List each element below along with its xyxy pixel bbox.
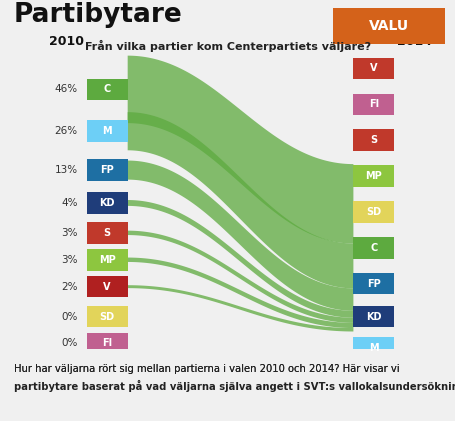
Bar — [353, 273, 394, 294]
Bar — [353, 58, 394, 79]
Text: 46%: 46% — [54, 84, 77, 94]
Text: SD: SD — [99, 312, 115, 322]
Text: FP: FP — [100, 165, 114, 175]
Bar — [86, 192, 127, 214]
Bar — [353, 306, 394, 327]
Text: V: V — [369, 64, 377, 73]
Text: C: C — [369, 243, 377, 253]
Bar — [353, 93, 394, 115]
Bar — [86, 306, 127, 327]
Bar — [86, 120, 127, 142]
Bar — [353, 237, 394, 258]
Polygon shape — [127, 56, 353, 243]
Text: 13%: 13% — [54, 165, 77, 175]
Polygon shape — [127, 231, 353, 323]
Bar — [353, 337, 394, 359]
Bar — [353, 201, 394, 223]
Text: Hur har väljarna rört sig mellan partierna i valen 2010 och 2014? Här visar vi: Hur har väljarna rört sig mellan partier… — [14, 364, 399, 374]
Text: 3%: 3% — [61, 255, 77, 265]
Bar — [86, 79, 127, 100]
Text: M: M — [368, 343, 378, 353]
Bar — [353, 165, 394, 187]
Polygon shape — [127, 200, 353, 318]
Text: MP: MP — [365, 171, 381, 181]
Polygon shape — [127, 112, 353, 288]
Text: 0%: 0% — [61, 338, 77, 349]
Polygon shape — [127, 285, 353, 331]
Text: MP: MP — [99, 255, 115, 265]
Text: SD: SD — [365, 207, 381, 217]
Bar — [353, 129, 394, 151]
Text: KD: KD — [99, 198, 115, 208]
Text: V: V — [103, 282, 111, 292]
Bar — [86, 159, 127, 181]
Text: VALU: VALU — [368, 19, 408, 33]
Text: 3%: 3% — [61, 228, 77, 238]
Text: Från vilka partier kom Centerpartiets väljare?: Från vilka partier kom Centerpartiets vä… — [85, 40, 370, 52]
Text: 2010: 2010 — [49, 35, 84, 48]
Text: KD: KD — [365, 312, 381, 322]
Text: 4%: 4% — [61, 198, 77, 208]
Text: S: S — [103, 228, 111, 238]
Bar — [86, 276, 127, 297]
Polygon shape — [127, 258, 353, 328]
Text: FI: FI — [102, 338, 112, 349]
Bar — [86, 222, 127, 244]
Bar — [86, 249, 127, 271]
Text: 0%: 0% — [61, 312, 77, 322]
Text: Hur har väljarna rört sig mellan partierna i valen 2010 och 2014? Här visar vi: Hur har väljarna rört sig mellan partier… — [14, 364, 402, 374]
Text: Partibytare: Partibytare — [14, 2, 182, 28]
Text: FP: FP — [366, 279, 380, 289]
Text: partibytare baserat på vad väljarna själva angett i SVT:s vallokalsundersökning.: partibytare baserat på vad väljarna själ… — [14, 380, 455, 392]
Polygon shape — [127, 160, 353, 311]
Bar — [86, 333, 127, 354]
Text: FI: FI — [368, 99, 378, 109]
Text: 2014: 2014 — [396, 35, 431, 48]
Text: C: C — [103, 84, 111, 94]
Text: S: S — [369, 135, 377, 145]
Text: 2%: 2% — [61, 282, 77, 292]
Text: 26%: 26% — [54, 126, 77, 136]
Text: M: M — [102, 126, 112, 136]
